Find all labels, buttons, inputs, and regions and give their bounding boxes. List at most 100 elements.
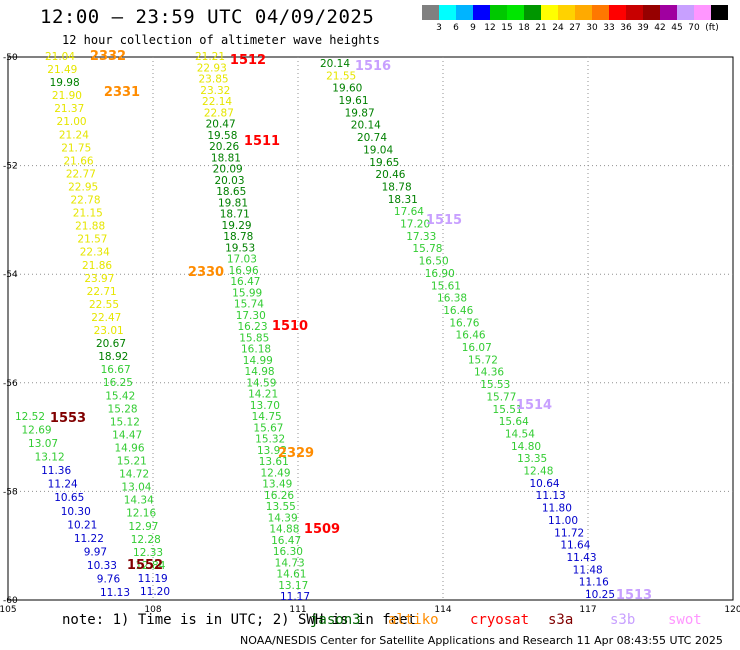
swh-value: 15.72 (468, 354, 498, 366)
swh-value: 13.07 (28, 438, 58, 450)
swh-value: 21.57 (77, 234, 107, 246)
legend-swatch (422, 5, 439, 20)
swh-value: 14.61 (276, 569, 306, 581)
legend-tick-label: 70 (688, 23, 700, 33)
swh-value: 19.60 (332, 83, 362, 95)
legend-swatch (473, 5, 490, 20)
swh-value: 22.78 (70, 195, 100, 207)
swh-value: 19.87 (345, 107, 375, 119)
swh-value: 11.00 (548, 515, 578, 527)
legend-swatch (456, 5, 473, 20)
swh-value: 16.90 (425, 268, 455, 280)
pass-number-label: 1510 (272, 319, 308, 334)
swh-value: 22.95 (68, 181, 98, 193)
swh-value: 17.20 (400, 219, 430, 231)
legend-tick-label: 21 (535, 23, 547, 33)
swh-value: 19.58 (207, 130, 237, 142)
swh-value: 10.65 (54, 492, 84, 504)
swh-value: 14.80 (511, 441, 541, 453)
satellite-legend-item: s3b (610, 612, 636, 628)
map-title: 12:00 — 23:59 UTC 04/09/2025 (40, 6, 375, 28)
swh-value: 15.77 (486, 391, 516, 403)
legend-swatch (524, 5, 541, 20)
swh-value: 20.03 (214, 175, 244, 187)
swh-value: 23.32 (200, 85, 230, 97)
swh-value: 18.78 (223, 231, 253, 243)
swh-value: 17.64 (394, 206, 424, 218)
swh-value: 16.76 (449, 317, 479, 329)
legend-tick-label: 18 (518, 23, 530, 33)
swh-value: 14.96 (114, 442, 144, 454)
swh-value: 21.55 (326, 70, 356, 82)
swh-value: 21.15 (73, 208, 103, 220)
swh-value: 17.03 (227, 254, 257, 266)
swh-value: 20.09 (213, 164, 243, 176)
swh-value: 15.99 (232, 287, 262, 299)
swh-value: 20.14 (320, 58, 350, 70)
swh-value: 21.37 (54, 103, 84, 115)
legend-tick-label: 39 (637, 23, 649, 33)
pass-number-label: 1553 (50, 411, 86, 426)
swh-value: 16.30 (273, 546, 303, 558)
swh-value: 22.47 (91, 312, 121, 324)
swh-value: 11.72 (554, 527, 584, 539)
swh-value: 11.64 (560, 540, 590, 552)
legend-swatch (694, 5, 711, 20)
legend-tick-label: 36 (620, 23, 632, 33)
swh-value: 13.92 (257, 445, 287, 457)
swh-value: 15.12 (110, 416, 140, 428)
swh-value: 17.30 (236, 310, 266, 322)
legend-swatch (541, 5, 558, 20)
swh-value: 12.52 (15, 411, 45, 423)
swh-value: 14.34 (124, 495, 154, 507)
legend-tick-label: 42 (654, 23, 666, 33)
swh-value: 11.36 (41, 465, 71, 477)
swh-value: 11.17 (280, 591, 310, 603)
swh-value: 12.97 (128, 521, 158, 533)
pass-number-label: 2330 (188, 265, 224, 280)
swh-value: 12.28 (131, 534, 161, 546)
swh-value: 20.67 (96, 338, 126, 350)
swh-value: 14.59 (246, 377, 276, 389)
swh-value: 14.47 (112, 429, 142, 441)
swh-value: 16.47 (230, 276, 260, 288)
legend-tick-label: 6 (453, 23, 459, 33)
swh-value: 16.46 (456, 330, 486, 342)
legend-swatch (490, 5, 507, 20)
swh-value: 9.76 (97, 573, 121, 585)
swh-value: 13.49 (262, 479, 292, 491)
swh-value: 15.74 (234, 299, 264, 311)
swh-value: 16.96 (229, 265, 259, 277)
swh-value: 11.80 (542, 503, 572, 515)
legend-tick-label: 33 (603, 23, 615, 33)
satellite-legend-item: altiko (388, 612, 439, 628)
swh-value: 23.01 (94, 325, 124, 337)
legend-swatch (558, 5, 575, 20)
swh-value: 17.33 (406, 231, 436, 243)
swh-value: 14.39 (268, 512, 298, 524)
legend-tick-label: 24 (552, 23, 564, 33)
swh-value: 11.13 (536, 490, 566, 502)
satellite-legend-item: jason3 (310, 612, 361, 628)
lon-tick-label: 117 (579, 605, 596, 615)
legend-tick-label: 12 (484, 23, 496, 33)
swh-value: 13.35 (517, 453, 547, 465)
legend-swatch (677, 5, 694, 20)
swh-value: 18.71 (220, 209, 250, 221)
swh-value: 23.85 (199, 74, 229, 86)
pass-number-label: 1514 (516, 398, 552, 413)
swh-value: 19.29 (222, 220, 252, 232)
swh-value: 19.98 (50, 77, 80, 89)
swh-value: 13.70 (250, 400, 280, 412)
footnote: note: 1) Time is in UTC; 2) SWH is in fe… (62, 612, 417, 628)
pass-number-label: 1516 (355, 59, 391, 74)
swh-value: 15.51 (493, 404, 523, 416)
lat-tick-label: -60 (3, 596, 18, 606)
swh-value: 19.53 (225, 242, 255, 254)
swh-value: 16.38 (437, 293, 467, 305)
legend-swatch (711, 5, 728, 20)
swh-value: 19.04 (363, 144, 393, 156)
legend-swatch (660, 5, 677, 20)
swh-value: 16.50 (419, 256, 449, 268)
swh-value: 15.21 (117, 456, 147, 468)
